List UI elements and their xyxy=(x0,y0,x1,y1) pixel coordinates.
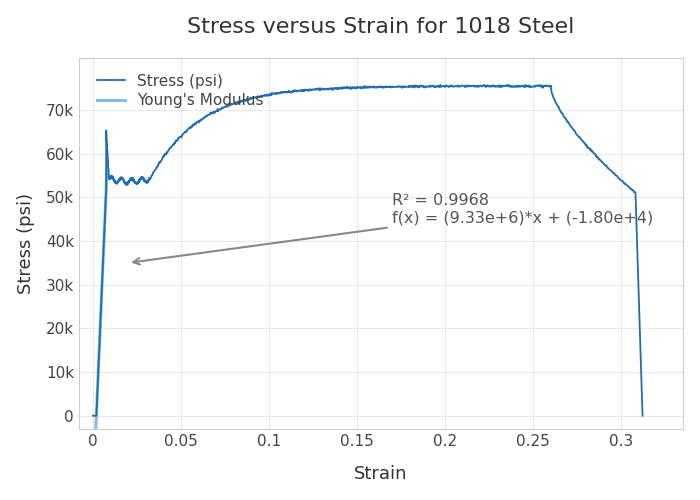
Stress (psi) xyxy=(134,178,143,184)
Stress (psi) xyxy=(99,239,108,245)
Line: Stress (psi): Stress (psi) xyxy=(93,85,643,415)
Stress (psi) xyxy=(184,126,192,132)
Young's Modulus xyxy=(89,492,97,498)
Stress (psi) xyxy=(504,82,512,88)
Stress (psi) xyxy=(638,412,647,418)
Stress (psi) xyxy=(89,412,97,418)
Young's Modulus xyxy=(99,263,107,269)
Stress (psi) xyxy=(483,82,491,88)
Young's Modulus xyxy=(97,288,106,294)
Line: Young's Modulus: Young's Modulus xyxy=(93,160,107,494)
Young's Modulus xyxy=(95,344,104,349)
Title: Stress versus Strain for 1018 Steel: Stress versus Strain for 1018 Steel xyxy=(188,16,575,36)
Y-axis label: Stress (psi): Stress (psi) xyxy=(17,192,35,294)
Legend: Stress (psi), Young's Modulus: Stress (psi), Young's Modulus xyxy=(92,69,268,113)
Stress (psi) xyxy=(136,176,144,182)
Text: R² = 0.9968
f(x) = (9.33e+6)*x + (-1.80e+4): R² = 0.9968 f(x) = (9.33e+6)*x + (-1.80e… xyxy=(133,193,654,264)
Young's Modulus xyxy=(97,292,106,298)
Stress (psi) xyxy=(132,180,140,186)
Young's Modulus xyxy=(98,276,106,281)
Young's Modulus xyxy=(103,157,111,163)
Young's Modulus xyxy=(102,196,110,202)
X-axis label: Strain: Strain xyxy=(354,466,407,483)
